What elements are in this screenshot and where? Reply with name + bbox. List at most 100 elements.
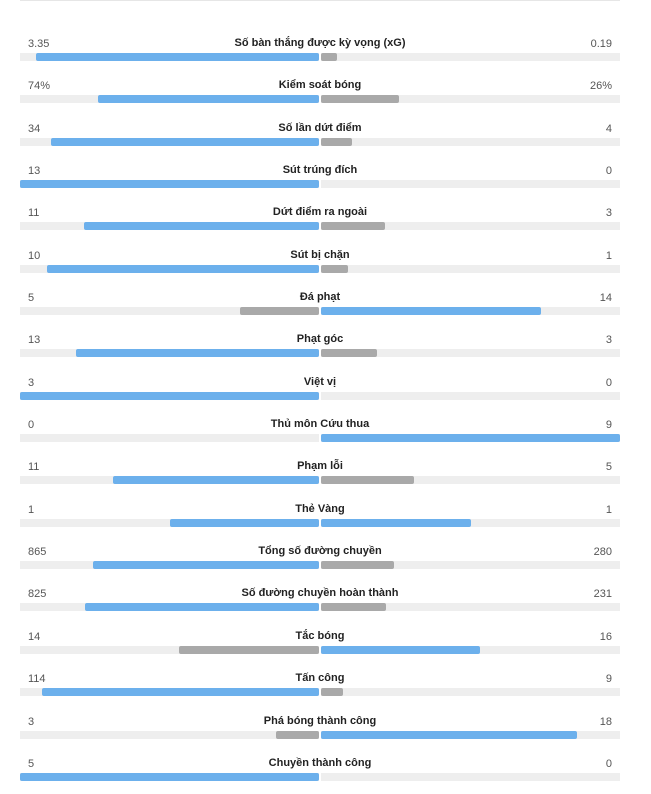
stat-label: Tắc bóng: [295, 629, 345, 642]
away-value: 9: [605, 419, 612, 432]
home-value: 5: [28, 292, 35, 305]
home-bar-track: [20, 730, 319, 739]
match-stats-list: 3.35 Số bàn thắng được kỳ vọng (xG) 0.19…: [20, 32, 620, 794]
away-bar-track: [321, 688, 620, 697]
away-bar-track: [321, 349, 620, 358]
away-bar-track: [321, 391, 620, 400]
away-bar-track: [321, 476, 620, 485]
home-bar-fill: [20, 391, 319, 400]
home-bar-fill: [84, 222, 319, 231]
away-bar-track: [321, 772, 620, 781]
home-bar-track: [20, 222, 319, 231]
home-bar-fill: [47, 264, 319, 273]
home-value: 114: [28, 673, 46, 686]
home-bar-track: [20, 95, 319, 104]
away-bar-fill: [321, 222, 385, 231]
away-value: 5: [605, 461, 612, 474]
away-value: 3: [605, 207, 612, 220]
stat-row: 3 Việt vị 0: [20, 371, 620, 413]
stat-label: Việt vị: [303, 375, 337, 388]
stat-row: 0 Thủ môn Cứu thua 9: [20, 413, 620, 455]
home-value: 0: [28, 419, 35, 432]
home-bar-track: [20, 264, 319, 273]
home-bar-fill: [276, 730, 319, 739]
away-value: 3: [605, 334, 612, 347]
home-bar-fill: [169, 518, 319, 527]
away-value: 9: [605, 673, 612, 686]
home-bar-track: [20, 434, 319, 443]
home-bar-track: [20, 391, 319, 400]
away-bar-fill: [321, 730, 578, 739]
stat-label: Số lần dứt điểm: [278, 121, 362, 134]
away-bar-track: [321, 222, 620, 231]
stat-row: 11 Dứt điểm ra ngoài 3: [20, 201, 620, 243]
home-bar-track: [20, 53, 319, 61]
home-bar-fill: [41, 688, 319, 697]
away-value: 0: [605, 757, 612, 770]
home-value: 11: [28, 207, 40, 220]
stat-row: 825 Số đường chuyền hoàn thành 231: [20, 582, 620, 624]
stat-label: Kiểm soát bóng: [278, 79, 362, 92]
away-bar-track: [321, 434, 620, 443]
stat-row: 5 Chuyền thành công 0: [20, 752, 620, 794]
away-value: 0: [605, 376, 612, 389]
home-value: 13: [28, 165, 41, 178]
away-bar-fill: [321, 349, 378, 358]
home-bar-track: [20, 772, 319, 781]
stat-label: Số bàn thắng được kỳ vọng (xG): [234, 37, 406, 49]
away-bar-fill: [321, 95, 399, 104]
away-bar-track: [321, 95, 620, 104]
stat-row: 13 Sút trúng đích 0: [20, 159, 620, 201]
home-bar-fill: [76, 349, 319, 358]
home-bar-track: [20, 645, 319, 654]
away-bar-track: [321, 180, 620, 189]
away-value: 18: [599, 715, 612, 728]
home-value: 5: [28, 757, 35, 770]
stat-label: Dứt điểm ra ngoài: [272, 206, 368, 219]
home-bar-track: [20, 349, 319, 358]
away-bar-track: [321, 645, 620, 654]
home-bar-fill: [97, 95, 319, 104]
away-bar-track: [321, 730, 620, 739]
away-bar-fill: [321, 264, 349, 273]
home-value: 34: [28, 122, 41, 135]
home-bar-track: [20, 180, 319, 189]
home-value: 3.35: [28, 38, 50, 50]
home-bar-fill: [36, 53, 319, 61]
stat-label: Số đường chuyền hoàn thành: [241, 587, 399, 600]
away-bar-fill: [321, 603, 387, 612]
stat-label: Phạm lỗi: [297, 460, 343, 473]
stat-label: Tấn công: [295, 672, 345, 685]
home-bar-fill: [20, 772, 319, 781]
away-bar-fill: [321, 561, 395, 570]
away-bar-fill: [321, 688, 343, 697]
stat-label: Thẻ Vàng: [295, 502, 345, 515]
stat-row: 14 Tắc bóng 16: [20, 625, 620, 667]
stat-row: 1 Thẻ Vàng 1: [20, 498, 620, 540]
stat-row: 10 Sút bị chặn 1: [20, 244, 620, 286]
home-bar-track: [20, 561, 319, 570]
away-value: 231: [593, 588, 612, 601]
top-divider: [20, 0, 620, 1]
away-value: 14: [599, 292, 612, 305]
away-value: 0: [605, 165, 612, 178]
home-bar-track: [20, 603, 319, 612]
home-value: 825: [28, 588, 47, 601]
stat-row: 865 Tổng số đường chuyền 280: [20, 540, 620, 582]
away-value: 1: [605, 503, 612, 516]
away-bar-fill: [321, 645, 481, 654]
away-bar-fill: [321, 53, 338, 61]
away-value: 4: [605, 122, 612, 135]
away-bar-fill: [321, 137, 353, 146]
away-value: 280: [593, 546, 612, 559]
stat-row: 13 Phạt góc 3: [20, 328, 620, 370]
home-bar-track: [20, 688, 319, 697]
stat-label: Tổng số đường chuyền: [258, 545, 382, 558]
away-bar-fill: [321, 307, 542, 316]
away-bar-track: [321, 518, 620, 527]
home-value: 10: [28, 249, 41, 262]
home-bar-fill: [20, 180, 319, 189]
stat-label: Sút bị chặn: [290, 248, 350, 261]
home-value: 11: [28, 461, 40, 474]
home-value: 1: [28, 503, 35, 516]
